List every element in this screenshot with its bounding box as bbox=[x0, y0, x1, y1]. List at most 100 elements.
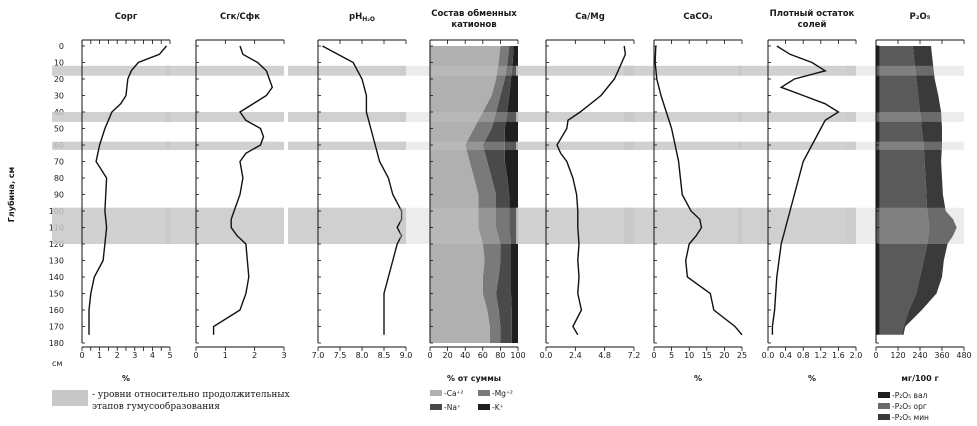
panel-title-line2: солей bbox=[798, 20, 827, 30]
highlight-band bbox=[624, 141, 742, 150]
area-7-2 bbox=[901, 46, 957, 335]
x-tick-label: 25 bbox=[737, 351, 747, 360]
x-tick-label: 0 bbox=[79, 351, 84, 360]
depth-tick-label: 180 bbox=[49, 339, 64, 348]
legend-cation-swatch bbox=[430, 390, 442, 396]
area-7-0 bbox=[876, 46, 880, 335]
highlight-band bbox=[624, 112, 742, 122]
panel-title: CaCO₃ bbox=[683, 12, 712, 22]
x-tick-label: 7.5 bbox=[334, 351, 347, 360]
x-tick-label: 0.8 bbox=[797, 351, 810, 360]
panel-title: Сорг bbox=[115, 12, 138, 22]
depth-tick-label: 160 bbox=[49, 306, 64, 315]
legend-band-text-2: этапов гумусообразования bbox=[92, 401, 220, 412]
x-tick-label: 20 bbox=[719, 351, 729, 360]
highlight-band bbox=[166, 207, 284, 244]
x-tick-label: 40 bbox=[460, 351, 470, 360]
panel-1: 0 1 2 3 Сгк/Сфк bbox=[166, 12, 287, 360]
x-tick-label: 0 bbox=[193, 351, 198, 360]
x-tick-label: 2 bbox=[252, 351, 257, 360]
legend: - уровни относительно продолжительныхэта… bbox=[52, 389, 929, 422]
depth-tick-label: 30 bbox=[54, 92, 64, 101]
depth-tick-label: 10 bbox=[54, 59, 64, 68]
x-tick-label: 60 bbox=[478, 351, 488, 360]
profile-line bbox=[654, 45, 743, 336]
x-tick-label: 480 bbox=[956, 351, 971, 360]
profile-line bbox=[88, 45, 168, 335]
legend-cation-swatch bbox=[478, 390, 490, 396]
x-tick-label: 0 bbox=[427, 351, 432, 360]
panel-7: 0 120 240 360 480 P₂O₅ мг/100 г bbox=[846, 12, 972, 383]
x-tick-label: 5 bbox=[669, 351, 674, 360]
x-tick-label: 2.0 bbox=[850, 351, 863, 360]
highlight-band bbox=[846, 141, 964, 150]
area-3-3 bbox=[504, 46, 518, 343]
highlight-band bbox=[288, 112, 406, 122]
highlight-band bbox=[166, 141, 284, 150]
profile-line bbox=[322, 45, 403, 335]
highlight-band bbox=[52, 141, 170, 150]
x-tick-label: 4.8 bbox=[598, 351, 611, 360]
area-3-0 bbox=[430, 46, 501, 343]
area-3-1 bbox=[465, 46, 510, 343]
x-tick-label: 3 bbox=[281, 351, 286, 360]
panel-title: P₂O₅ bbox=[910, 12, 931, 22]
profile-line bbox=[212, 45, 274, 335]
legend-cation-label: -K⁺ bbox=[492, 403, 504, 412]
depth-unit-label: см bbox=[52, 359, 62, 368]
depth-tick-label: 70 bbox=[54, 158, 64, 167]
depth-tick-label: 20 bbox=[54, 75, 64, 84]
legend-cation-label: -Mg⁺² bbox=[492, 389, 513, 398]
highlight-band bbox=[288, 141, 406, 150]
x-tick-label: 2.4 bbox=[569, 351, 582, 360]
panel-title: Сгк/Сфк bbox=[220, 12, 260, 22]
highlight-band bbox=[624, 207, 742, 244]
panel-unit-label: % от суммы bbox=[447, 374, 501, 383]
area-3-2 bbox=[482, 46, 514, 343]
panel-4: 0.0 2.4 4.8 7.2 Ca/Mg bbox=[516, 12, 640, 360]
highlight-band bbox=[846, 65, 964, 76]
highlight-band bbox=[624, 65, 742, 76]
x-tick-label: 2 bbox=[115, 351, 120, 360]
highlight-band bbox=[400, 65, 518, 76]
x-tick-label: 1 bbox=[97, 351, 102, 360]
highlight-band bbox=[166, 65, 284, 76]
legend-cation-label: -Ca⁺² bbox=[444, 389, 464, 398]
depth-tick-label: 120 bbox=[49, 240, 64, 249]
legend-p2o5-label: -P₂O₅ вал bbox=[892, 391, 928, 400]
x-tick-label: 3 bbox=[132, 351, 137, 360]
panel-title: Ca/Mg bbox=[575, 12, 605, 22]
x-tick-label: 0 bbox=[873, 351, 878, 360]
depth-tick-label: 130 bbox=[49, 257, 64, 266]
highlight-band bbox=[738, 112, 856, 122]
area-7-1 bbox=[879, 46, 930, 335]
x-tick-label: 4 bbox=[150, 351, 155, 360]
x-tick-label: 120 bbox=[890, 351, 905, 360]
x-tick-label: 9.0 bbox=[400, 351, 413, 360]
depth-tick-label: 140 bbox=[49, 273, 64, 282]
panel-0: 0 1 2 3 4 5 Сорг% bbox=[52, 12, 173, 383]
panel-title-line2: катионов bbox=[451, 20, 496, 30]
panel-title: pHH₂O bbox=[349, 12, 375, 23]
depth-tick-label: 80 bbox=[54, 174, 64, 183]
x-tick-label: 8.0 bbox=[356, 351, 369, 360]
legend-band-text-1: - уровни относительно продолжительных bbox=[92, 390, 290, 400]
legend-p2o5-swatch bbox=[878, 403, 890, 409]
highlight-band bbox=[400, 141, 518, 150]
highlight-band bbox=[166, 112, 284, 122]
legend-band-swatch bbox=[52, 390, 88, 406]
x-tick-label: 1 bbox=[223, 351, 228, 360]
panel-unit-label: % bbox=[808, 374, 816, 383]
legend-cation-swatch bbox=[478, 404, 490, 410]
legend-cation-swatch bbox=[430, 404, 442, 410]
highlight-band bbox=[400, 112, 518, 122]
legend-cation-label: -Na⁺ bbox=[444, 403, 461, 412]
highlight-band bbox=[516, 112, 634, 122]
depth-tick-label: 90 bbox=[54, 191, 64, 200]
x-tick-label: 0.4 bbox=[779, 351, 792, 360]
panel-title: Плотный остаток bbox=[770, 9, 855, 19]
highlight-band bbox=[52, 112, 170, 122]
